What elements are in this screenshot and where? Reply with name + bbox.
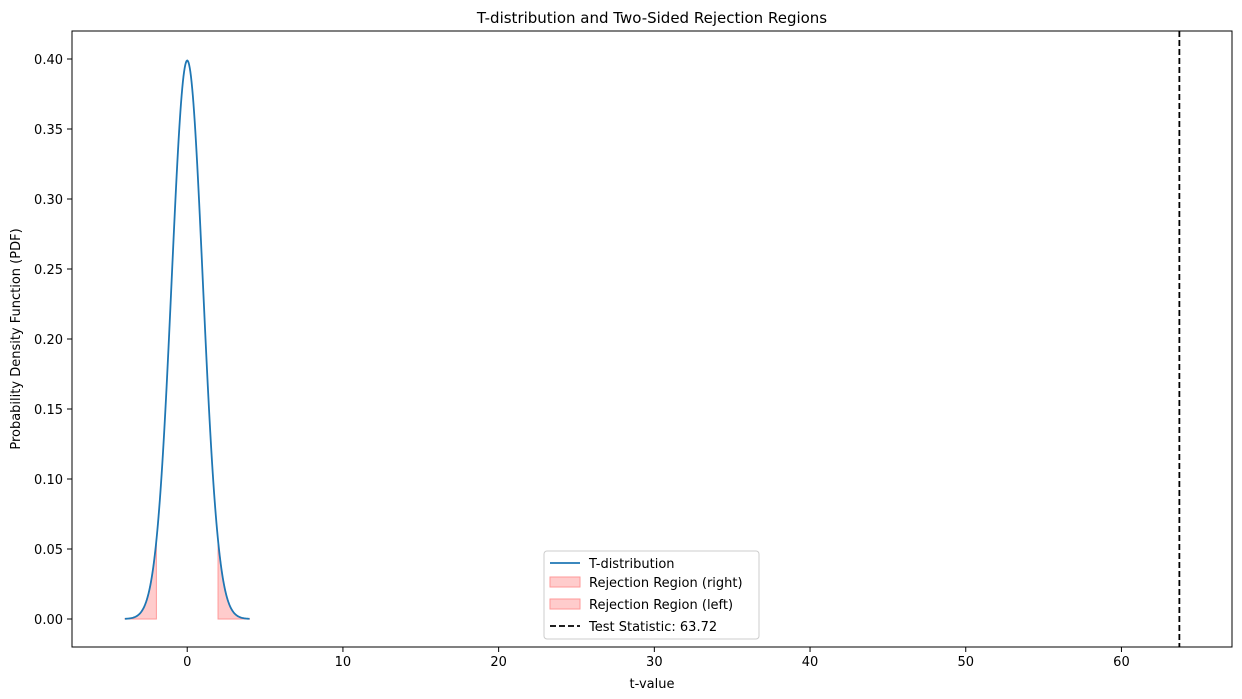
y-axis: 0.00 0.05 0.10 0.15 0.20 0.25 0.30 0.35 0.40 [34, 53, 72, 628]
legend-swatch-rejection-left [549, 598, 581, 610]
t-distribution-line [124, 59, 250, 620]
legend-box [543, 550, 760, 640]
x-tick-label: 10 [335, 655, 352, 670]
legend-label-rejection-left: Rejection Region (left) [589, 598, 733, 613]
plot-area [124, 31, 1181, 647]
x-tick-label: 40 [802, 655, 819, 670]
y-tick-label: 0.40 [34, 53, 63, 68]
chart-title: T-distribution and Two-Sided Rejection R… [476, 9, 827, 27]
x-axis: 0 10 20 30 40 50 60 [183, 647, 1130, 670]
y-tick-label: 0.10 [34, 473, 63, 488]
y-tick-label: 0.25 [34, 263, 63, 278]
y-tick-label: 0.30 [34, 193, 63, 208]
y-tick-label: 0.35 [34, 123, 63, 138]
x-tick-label: 20 [490, 655, 507, 670]
legend-swatch-rejection-right [549, 576, 581, 588]
y-axis-label: Probability Density Function (PDF) [9, 228, 24, 449]
y-tick-label: 0.20 [34, 333, 63, 348]
y-tick-label: 0.05 [34, 543, 63, 558]
x-tick-label: 60 [1113, 655, 1130, 670]
x-tick-label: 30 [646, 655, 663, 670]
x-tick-label: 0 [183, 655, 191, 670]
y-tick-label: 0.15 [34, 403, 63, 418]
legend-label-test-statistic: Test Statistic: 63.72 [588, 620, 717, 635]
legend-label-t-distribution: T-distribution [588, 557, 675, 572]
x-tick-label: 50 [957, 655, 974, 670]
legend-label-rejection-right: Rejection Region (right) [589, 576, 743, 591]
x-axis-label: t-value [630, 677, 675, 692]
y-tick-label: 0.00 [34, 613, 63, 628]
legend: T-distribution Rejection Region (right) … [543, 550, 760, 640]
